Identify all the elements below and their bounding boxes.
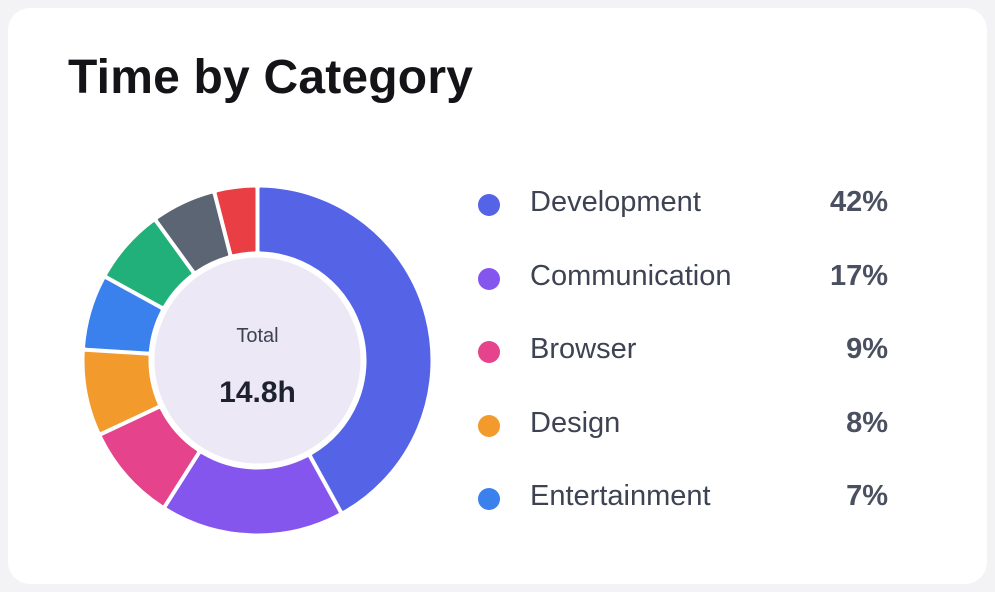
donut-slice-communication[interactable] <box>166 453 339 534</box>
legend-label-communication: Communication <box>530 259 732 292</box>
donut-slice-browser[interactable] <box>102 409 198 506</box>
legend-percent-communication: 17% <box>829 259 888 292</box>
legend: Development 42% Communication 17% Browser 9% D… <box>478 166 888 534</box>
donut-slice-development[interactable] <box>259 187 431 511</box>
donut-chart: Total 14.8h <box>70 173 445 548</box>
legend-dot-communication <box>478 267 500 290</box>
legend-label-entertainment: Entertainment <box>530 480 711 512</box>
legend-percent-development: 42% <box>829 186 888 218</box>
legend-dot-browser <box>478 341 500 363</box>
legend-item-entertainment[interactable]: Entertainment 7% <box>478 460 888 534</box>
chart-title: Time by Category <box>68 51 474 104</box>
donut-svg <box>84 187 431 534</box>
legend-item-communication[interactable]: Communication 17% <box>478 240 888 314</box>
donut-slice-unlabeled-5[interactable] <box>107 222 192 306</box>
legend-item-development[interactable]: Development 42% <box>478 166 888 240</box>
legend-percent-browser: 9% <box>846 333 888 365</box>
legend-item-design[interactable]: Design 8% <box>478 387 888 461</box>
legend-percent-design: 8% <box>846 406 888 439</box>
center-total-label: Total <box>236 325 279 347</box>
legend-dot-entertainment <box>478 488 500 510</box>
center-total-value: 14.8h <box>219 376 296 409</box>
donut-center <box>154 257 361 464</box>
donut-slice-entertainment[interactable] <box>85 279 161 352</box>
donut-slice-unlabeled-6[interactable] <box>157 193 229 271</box>
legend-label-browser: Browser <box>530 333 637 365</box>
legend-dot-development <box>478 194 500 216</box>
legend-dot-design <box>478 414 500 437</box>
donut-slice-design[interactable] <box>84 351 158 433</box>
legend-label-design: Design <box>530 406 621 439</box>
legend-percent-entertainment: 7% <box>846 480 888 512</box>
legend-label-development: Development <box>530 186 701 218</box>
time-by-category-card: Time by Category Total 14.8h Development… <box>8 8 987 584</box>
donut-slice-unlabeled-7[interactable] <box>216 187 256 255</box>
legend-item-browser[interactable]: Browser 9% <box>478 313 888 387</box>
